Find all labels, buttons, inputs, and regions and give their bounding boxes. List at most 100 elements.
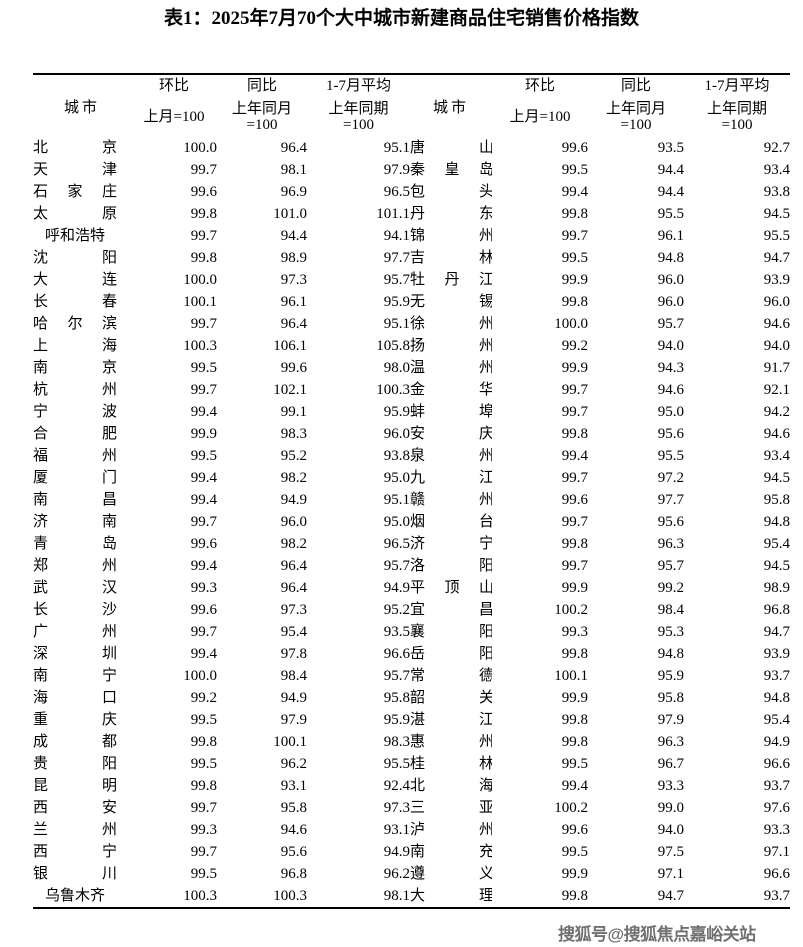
table-body: 北京 100.0 96.4 95.1 唐山 99.6 93.5 92.7 天津 99.7 98.1 9… [33,137,790,909]
value-mom-right: 99.6 [561,492,588,508]
city-label: 北京 [33,137,117,159]
city-char: 宁 [478,536,492,552]
city-label: 无锡 [410,291,492,313]
city-label: 包头 [410,181,492,203]
city-label: 湛江 [410,709,492,731]
city-char: 阳 [101,756,117,772]
value-avg-left: 100.3 [376,382,410,398]
value-yoy-right: 97.1 [657,866,684,882]
value-yoy-left: 96.4 [280,316,307,332]
value-yoy-left: 99.6 [280,360,307,376]
value-mom-right: 99.8 [561,426,588,442]
city-char: 圳 [101,646,117,662]
city-char: 海 [478,778,492,794]
table-row: 呼和浩特 99.7 94.4 94.1 锦州 99.7 96.1 95.5 [33,225,790,247]
value-yoy-left: 98.3 [280,426,307,442]
city-char: 宜 [410,602,426,618]
table-row: 海口 99.2 94.9 95.8 韶关 99.9 95.8 94.8 [33,687,790,709]
city-char: 海 [33,690,49,706]
city-char: 滨 [101,316,117,332]
city-char: 深 [33,646,49,662]
value-mom-left: 99.3 [190,822,217,838]
table-row: 大连 100.0 97.3 95.7 牡丹江 99.9 96.0 93.9 [33,269,790,291]
city-char: 厦 [33,470,49,486]
value-avg-right: 94.7 [763,624,790,640]
value-avg-left: 95.0 [383,470,410,486]
city-char: 安 [410,426,426,442]
city-label: 平顶山 [410,577,492,599]
value-avg-left: 105.8 [376,338,410,354]
value-mom-left: 99.7 [190,624,217,640]
city-name-right: 温州 [410,357,492,379]
city-name-right: 岳阳 [410,643,492,665]
value-yoy-left: 95.4 [280,624,307,640]
value-mom-left: 99.7 [190,228,217,244]
city-char: 银 [33,866,49,882]
header-yoy-base-left-line1: 上年同月 [231,101,292,117]
value-avg-right: 94.0 [763,338,790,354]
city-char: 关 [478,690,492,706]
value-yoy-right: 95.8 [657,690,684,706]
value-yoy-right: 96.0 [657,272,684,288]
header-yoy-base-right: 上年同月 =100 [588,97,684,137]
city-name-right: 蚌埠 [410,401,492,423]
city-char: 西 [33,844,49,860]
value-mom-left: 99.8 [190,206,217,222]
city-char: 哈 [33,316,49,332]
city-label: 南昌 [33,489,117,511]
value-mom-right: 99.9 [561,690,588,706]
city-char: 州 [478,316,492,332]
city-char: 北 [33,140,49,156]
city-name-left: 石家庄 [33,181,131,203]
city-char: 徐 [410,316,426,332]
city-char: 阳 [478,624,492,640]
city-char: 桂 [410,756,426,772]
value-mom-right: 99.5 [561,250,588,266]
price-index-table: 城市 环比 同比 1-7月平均 城市 环比 同比 1-7月平均 上月=100 上… [33,73,790,909]
city-char: 九 [410,470,426,486]
city-label: 温州 [410,357,492,379]
table-row: 成都 99.8 100.1 98.3 惠州 99.8 96.3 94.9 [33,731,790,753]
city-label: 长沙 [33,599,117,621]
city-label: 徐州 [410,313,492,335]
value-yoy-right: 93.5 [657,140,684,156]
value-yoy-left: 98.2 [280,470,307,486]
value-avg-right: 94.8 [763,514,790,530]
city-name-left: 合肥 [33,423,131,445]
table-row: 昆明 99.8 93.1 92.4 北海 99.4 93.3 93.7 [33,775,790,797]
city-label: 沈阳 [33,247,117,269]
city-name-right: 三亚 [410,797,492,819]
city-label: 福州 [33,445,117,467]
city-name-right: 北海 [410,775,492,797]
value-mom-right: 99.9 [561,360,588,376]
city-label: 烟台 [410,511,492,533]
value-yoy-right: 96.3 [657,536,684,552]
city-label: 合肥 [33,423,117,445]
city-label: 厦门 [33,467,117,489]
value-yoy-left: 96.4 [280,580,307,596]
city-name-right: 襄阳 [410,621,492,643]
value-yoy-left: 93.1 [280,778,307,794]
value-yoy-right: 94.0 [657,822,684,838]
value-mom-right: 99.7 [561,382,588,398]
value-yoy-right: 99.2 [657,580,684,596]
city-char: 常 [410,668,426,684]
value-mom-left: 99.6 [190,184,217,200]
value-avg-right: 95.4 [763,712,790,728]
city-name-right: 扬州 [410,335,492,357]
city-label: 济南 [33,511,117,533]
city-char: 锡 [478,294,492,310]
table-row: 重庆 99.5 97.9 95.9 湛江 99.8 97.9 95.4 [33,709,790,731]
value-mom-left: 99.5 [190,448,217,464]
value-yoy-right: 94.8 [657,646,684,662]
value-yoy-right: 97.9 [657,712,684,728]
value-yoy-right: 96.1 [657,228,684,244]
value-mom-right: 100.2 [554,800,588,816]
value-avg-left: 95.9 [383,294,410,310]
value-yoy-right: 96.3 [657,734,684,750]
value-yoy-right: 97.5 [657,844,684,860]
header-avg-base-left: 上年同期 =100 [307,97,410,137]
city-label: 惠州 [410,731,492,753]
value-mom-right: 99.9 [561,580,588,596]
